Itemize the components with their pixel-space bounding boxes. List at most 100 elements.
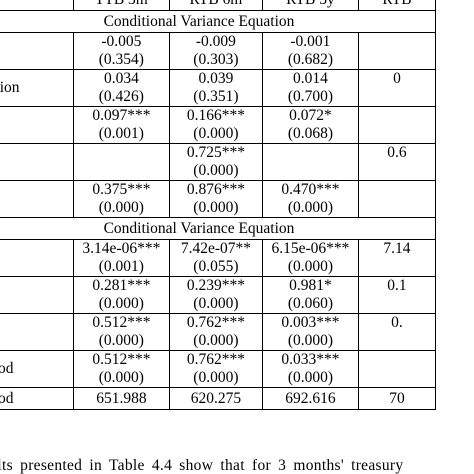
table-cell: 692.616: [261, 387, 359, 410]
table-cell: 0: [357, 69, 437, 107]
header-row: TTB 3mRTB 6mRTB 3yRTB: [0, 0, 437, 11]
table-row: inflation0.034(0.426)0.039(0.351)0.014(0…: [0, 69, 437, 107]
p-value: [359, 199, 434, 217]
table-cell: 620.275: [168, 387, 263, 410]
p-value: (0.000): [98, 369, 144, 386]
coefficient-value: 0.097***: [92, 107, 151, 125]
table-row: nt3.14e-06***(0.001)7.42e-07**(0.055)6.1…: [0, 239, 437, 277]
coefficient-value: -0.001: [290, 33, 331, 51]
p-value: (0.000): [287, 258, 334, 275]
coefficient-value: [359, 34, 434, 52]
p-value: (0.000): [98, 199, 144, 216]
table-row: (1)0.281***(0.000)0.239***(0.000)0.981*(…: [0, 276, 437, 314]
row-label: n(-1): [0, 106, 74, 144]
coefficient-value: [359, 182, 434, 200]
section-title-row: Conditional Variance Equation: [0, 217, 436, 240]
coefficient-value: 0.876***: [186, 181, 245, 199]
p-value: (0.000): [193, 332, 239, 349]
coefficient-value: 0.166***: [186, 107, 245, 125]
table-cell: 0.375*** (0.000): [72, 180, 170, 218]
p-value: (0.000): [193, 199, 239, 216]
table-cell: 0.981* (0.060): [261, 276, 359, 314]
section-title: Conditional Variance Equation: [0, 217, 436, 240]
table-cell: [261, 143, 359, 181]
p-value: [263, 162, 357, 180]
table-cell: 70: [357, 387, 437, 410]
coefficient-value: 6.15e-06***: [271, 240, 350, 258]
coefficient-value: 0.034: [103, 70, 139, 88]
table-row: 0.375*** (0.000) 0.876*** (0.000) 0.470*** (0…: [0, 180, 437, 218]
coefficient-value: 0.375***: [92, 181, 151, 199]
table-cell: 651.988: [72, 387, 170, 410]
coefficient-value: 0.239***: [186, 277, 245, 295]
p-value: (0.055): [193, 258, 239, 275]
table-row: 0.725*** (0.000) 0.6: [0, 143, 437, 181]
column-header: [0, 0, 74, 11]
column-header: RTB 6m: [168, 0, 263, 11]
coefficient-value: 0.: [391, 314, 403, 332]
table-cell: -0.005 (0.354): [72, 32, 170, 70]
p-value: [359, 51, 434, 69]
coefficient-value: 0.470***: [281, 181, 340, 199]
coefficient-value: -0.009: [195, 33, 236, 51]
row-label: inflation: [0, 69, 74, 107]
coefficient-value: [359, 108, 434, 126]
p-value: (0.000): [193, 369, 239, 386]
column-header: RTB: [357, 0, 437, 11]
coefficient-value: 0.512***: [92, 351, 151, 369]
p-value: (0.000): [193, 162, 239, 179]
results-table: TTB 3mRTB 6mRTB 3yRTBConditional Varianc…: [0, 0, 437, 410]
coefficient-value: 0.039: [198, 70, 234, 88]
body-text-caption: he results presented in Table 4.4 show t…: [0, 457, 404, 474]
p-value: (0.000): [98, 332, 144, 349]
table-cell: 0.876*** (0.000): [168, 180, 263, 218]
p-value: (0.303): [193, 51, 239, 68]
table-cell: 3.14e-06*** (0.001): [72, 239, 170, 277]
coefficient-value: 0.6: [387, 144, 407, 162]
table-cell: 0.762*** (0.000): [168, 350, 263, 388]
p-value: (0.000): [287, 199, 334, 216]
coefficient-value: 0: [393, 70, 401, 88]
table-cell: 0.039 (0.351): [168, 69, 263, 107]
coefficient-value: 0.003***: [281, 314, 340, 332]
coefficient-value: 3.14e-06***: [82, 240, 161, 258]
row-label: elihood: [0, 350, 74, 388]
table-row: H(1)0.512***(0.000)0.762***(0.000)0.003*…: [0, 313, 437, 351]
p-value: [359, 332, 434, 350]
coefficient-value: 0.033***: [281, 351, 340, 369]
table-cell: 6.15e-06*** (0.000): [261, 239, 359, 277]
p-value: (0.426): [98, 88, 144, 105]
coefficient-value: 0.014: [292, 70, 328, 88]
column-header: TTB 3m: [72, 0, 170, 11]
table-cell: 7.14: [357, 239, 437, 277]
table-cell: 0.072* (0.068): [261, 106, 359, 144]
section-title-row: Conditional Variance Equation: [0, 10, 436, 33]
table-cell: [357, 106, 437, 144]
p-value: (0.000): [193, 125, 239, 142]
table-cell: 0.003*** (0.000): [261, 313, 359, 351]
table-cell: 0.034 (0.426): [72, 69, 170, 107]
coefficient-value: 0.981*: [289, 277, 332, 295]
p-value: (0.354): [98, 51, 144, 68]
p-value: (0.000): [98, 295, 144, 312]
table-cell: [357, 350, 437, 388]
table-cell: 0.762*** (0.000): [168, 313, 263, 351]
section-title: Conditional Variance Equation: [0, 10, 436, 33]
p-value: (0.351): [193, 88, 239, 105]
p-value: (0.000): [193, 295, 239, 312]
p-value: [359, 162, 434, 180]
table-cell: 0.281*** (0.000): [72, 276, 170, 314]
p-value: [359, 258, 434, 276]
table-cell: 0.725*** (0.000): [168, 143, 263, 181]
table-cell: [72, 143, 170, 181]
p-value: (0.000): [287, 369, 334, 386]
coefficient-value: [359, 352, 434, 370]
coefficient-value: 0.762***: [186, 351, 245, 369]
table-row: elihood0.512***(0.000)0.762***(0.000)0.0…: [0, 350, 437, 388]
coefficient-value: 0.072*: [289, 107, 332, 125]
coefficient-value: [263, 145, 357, 163]
p-value: (0.068): [287, 125, 334, 142]
p-value: (0.000): [287, 332, 334, 349]
